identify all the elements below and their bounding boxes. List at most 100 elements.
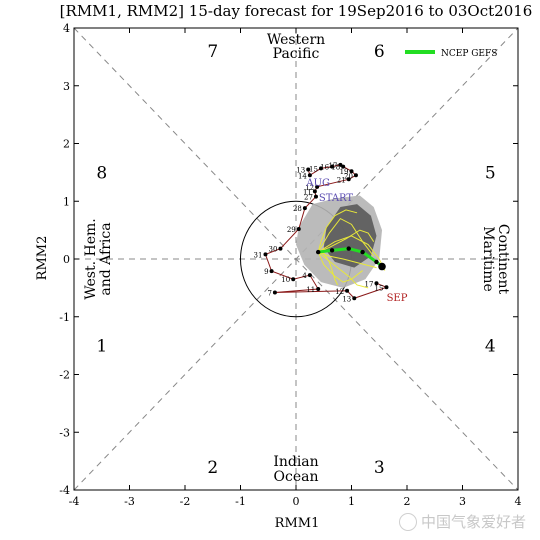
phase-number-5: 5 [485, 163, 496, 183]
observed-point [346, 177, 351, 182]
observed-day-label: 4 [302, 272, 307, 280]
region-label-indian-ocean: Ocean [274, 469, 319, 485]
observed-point [345, 288, 350, 293]
observed-day-label: 7 [267, 289, 271, 297]
x-tick-label: 1 [348, 495, 355, 508]
y-tick-label: 2 [63, 138, 70, 151]
ensemble-mean-point [374, 259, 379, 265]
region-label-west-hem-africa: West. Hem. [83, 218, 99, 299]
observed-point [278, 246, 283, 251]
observed-day-label: 11 [306, 286, 315, 294]
observed-point [312, 189, 317, 194]
observed-day-label: 12 [305, 184, 314, 192]
region-label-maritime-continent: Maritime [480, 226, 496, 292]
observed-day-label: 17 [328, 162, 337, 170]
observed-point [263, 252, 268, 257]
y-tick-label: -3 [59, 426, 70, 439]
observed-day-label: 15 [375, 284, 384, 292]
observed-day-label: 14 [298, 172, 307, 180]
ensemble-mean-point [316, 249, 321, 255]
forecast-end-point [378, 262, 386, 271]
observed-point [296, 226, 301, 231]
observed-day-label: 19 [340, 168, 349, 176]
region-label-west-hem-africa: and Africa [98, 222, 114, 295]
ensemble-mean-point [346, 246, 351, 251]
annotation-start: START [319, 193, 354, 204]
legend: NCEP GEFS [405, 49, 497, 59]
x-tick-label: 4 [515, 495, 522, 508]
phase-number-4: 4 [485, 337, 496, 357]
observed-day-label: 27 [304, 194, 313, 202]
observed-day-label: 11 [303, 188, 312, 196]
annotation-sep: SEP [387, 293, 408, 304]
observed-point [341, 164, 346, 169]
ensemble-member-line [318, 251, 339, 286]
ensemble-member-line [317, 217, 375, 257]
observed-day-label: 10 [281, 276, 290, 284]
observed-point [306, 167, 311, 172]
observed-point [384, 285, 389, 290]
observed-point [307, 273, 312, 278]
phase-number-2: 2 [207, 458, 218, 478]
wechat-logo-icon [398, 512, 417, 531]
annotation-aug: AUG [305, 178, 330, 189]
y-tick-label: 4 [63, 22, 70, 35]
x-tick-label: -1 [235, 495, 246, 508]
x-tick-label: -4 [69, 495, 80, 508]
phase-number-7: 7 [207, 42, 218, 62]
ensemble-member-line [318, 251, 377, 269]
observed-day-label: 30 [269, 246, 278, 254]
y-tick-label: -2 [59, 369, 70, 382]
x-axis-label: RMM1 [275, 516, 320, 531]
phase-number-6: 6 [374, 42, 385, 62]
observed-point [352, 296, 357, 301]
y-axis-label: RMM2 [35, 236, 50, 281]
observed-day-label: 20 [344, 172, 353, 180]
observed-point [374, 281, 379, 286]
observed-day-label: 13 [342, 295, 351, 303]
observed-point [272, 290, 277, 295]
observed-point [269, 269, 274, 274]
legend-label: NCEP GEFS [441, 49, 497, 59]
x-tick-label: 0 [293, 495, 300, 508]
observed-day-label: 29 [287, 226, 296, 234]
observed-day-label: 31 [254, 251, 263, 259]
y-tick-label: 0 [63, 253, 70, 266]
phase-number-3: 3 [374, 458, 385, 478]
observed-day-label: 12 [335, 288, 344, 296]
observed-day-label: 21 [337, 176, 346, 184]
y-tick-label: -4 [59, 484, 70, 497]
observed-point [313, 194, 318, 199]
ensemble-member-line [317, 251, 369, 289]
observed-point [315, 184, 320, 189]
observed-point [349, 169, 354, 174]
y-tick-label: -1 [59, 311, 70, 324]
observed-day-label: 15 [309, 165, 318, 173]
chart-title: [RMM1, RMM2] 15-day forecast for 19Sep20… [60, 2, 533, 20]
observed-point [291, 277, 296, 282]
observed-point [318, 166, 323, 171]
watermark-text: 中国气象爱好者 [420, 513, 526, 531]
x-tick-label: 2 [404, 495, 411, 508]
x-tick-label: -3 [124, 495, 135, 508]
observed-point [330, 164, 335, 169]
ensemble-member-line [317, 251, 363, 283]
observed-day-label: 18 [331, 164, 340, 172]
observed-point [307, 173, 312, 178]
x-tick-label: -2 [180, 495, 191, 508]
observed-point [353, 173, 358, 178]
region-label-indian-ocean: Indian [273, 454, 318, 470]
watermark: 中国气象爱好者 [398, 511, 526, 532]
ensemble-mean-point [329, 248, 335, 253]
phase-number-8: 8 [96, 163, 107, 183]
observed-day-label: 13 [296, 166, 305, 174]
observed-day-label: 28 [293, 205, 302, 213]
observed-day-label: 17 [365, 280, 374, 288]
y-tick-label: 1 [63, 195, 70, 208]
ensemble-mean-point [360, 249, 365, 255]
observed-day-label: 16 [320, 164, 329, 172]
observed-point [302, 206, 307, 211]
ensemble-member-line [317, 235, 386, 271]
